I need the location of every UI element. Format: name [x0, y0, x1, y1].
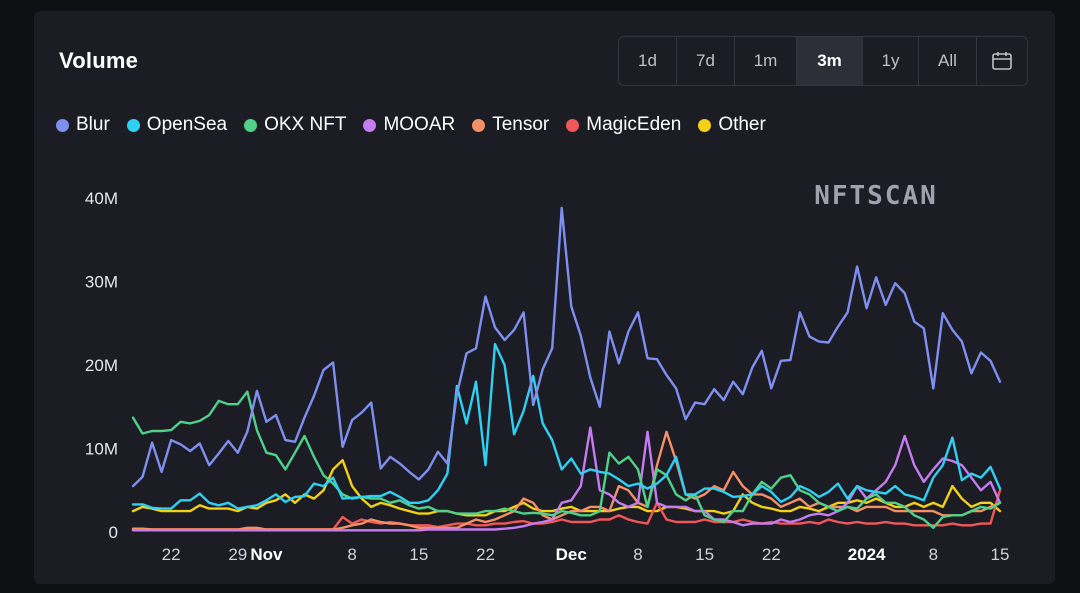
x-tick-label: 22	[762, 545, 781, 564]
legend-label: Blur	[76, 114, 110, 135]
legend-item-blur[interactable]: Blur	[56, 114, 110, 136]
series-line-other[interactable]	[131, 459, 1002, 517]
x-tick-label: 2024	[848, 545, 886, 564]
x-axis: 22 29 Nov 8 15 22 Dec 8 15 22 2024 8 15	[162, 545, 1010, 564]
series-line-blur[interactable]	[131, 206, 1002, 488]
x-tick-label: 29	[228, 545, 247, 564]
chart-legend: Blur OpenSea OKX NFT MOOAR Tensor MagicEden Ot…	[56, 114, 783, 136]
x-tick-label: 15	[409, 545, 428, 564]
legend-item-okx-nft[interactable]: OKX NFT	[244, 114, 346, 136]
volume-card: Volume 1d 7d 1m 3m 1y All Blur OpenSea OKX…	[34, 11, 1055, 584]
y-axis: 0 10M 20M 30M 40M	[85, 189, 118, 542]
time-range-selector: 1d 7d 1m 3m 1y All	[618, 36, 1028, 86]
range-button-3m[interactable]: 3m	[797, 37, 863, 85]
legend-dot	[244, 118, 258, 132]
y-tick-label: 0	[109, 523, 118, 542]
legend-label: Tensor	[492, 114, 550, 135]
series-line-okx-nft[interactable]	[131, 390, 1002, 529]
legend-item-opensea[interactable]: OpenSea	[126, 114, 228, 136]
legend-dot	[566, 118, 580, 132]
legend-label: MOOAR	[383, 114, 456, 135]
legend-dot	[472, 118, 486, 132]
calendar-icon	[992, 52, 1012, 70]
series-lines	[131, 206, 1002, 532]
range-button-7d[interactable]: 7d	[677, 37, 735, 85]
legend-item-other[interactable]: Other	[698, 114, 766, 136]
legend-label: OKX NFT	[264, 114, 347, 135]
legend-dot	[126, 118, 140, 132]
calendar-button[interactable]	[977, 37, 1027, 85]
range-button-1y[interactable]: 1y	[863, 37, 919, 85]
y-tick-label: 30M	[85, 273, 118, 292]
watermark-logo: NFTSCAN	[814, 181, 938, 211]
legend-dot	[56, 118, 69, 132]
legend-label: Other	[718, 114, 766, 135]
y-tick-label: 20M	[85, 356, 118, 375]
x-tick-label: 8	[633, 545, 642, 564]
x-tick-label: 22	[162, 545, 181, 564]
legend-label: MagicEden	[586, 114, 682, 135]
range-button-1m[interactable]: 1m	[735, 37, 797, 85]
legend-item-mooar[interactable]: MOOAR	[363, 114, 455, 136]
y-tick-label: 10M	[85, 440, 118, 459]
legend-item-tensor[interactable]: Tensor	[472, 114, 549, 136]
legend-label: OpenSea	[146, 114, 228, 135]
x-tick-label: 22	[476, 545, 495, 564]
x-tick-label: 8	[929, 545, 938, 564]
y-tick-label: 40M	[85, 189, 118, 208]
x-tick-label: 15	[991, 545, 1010, 564]
range-button-all[interactable]: All	[919, 37, 977, 85]
chart-title: Volume	[59, 48, 139, 73]
x-tick-label: 15	[695, 545, 714, 564]
x-tick-label: 8	[347, 545, 356, 564]
legend-dot	[363, 118, 377, 132]
legend-item-magiceden[interactable]: MagicEden	[566, 114, 681, 136]
x-tick-label: Dec	[556, 545, 587, 564]
legend-dot	[698, 118, 712, 132]
series-line-opensea[interactable]	[131, 342, 1002, 510]
range-button-1d[interactable]: 1d	[619, 37, 677, 85]
x-tick-label: Nov	[250, 545, 283, 564]
